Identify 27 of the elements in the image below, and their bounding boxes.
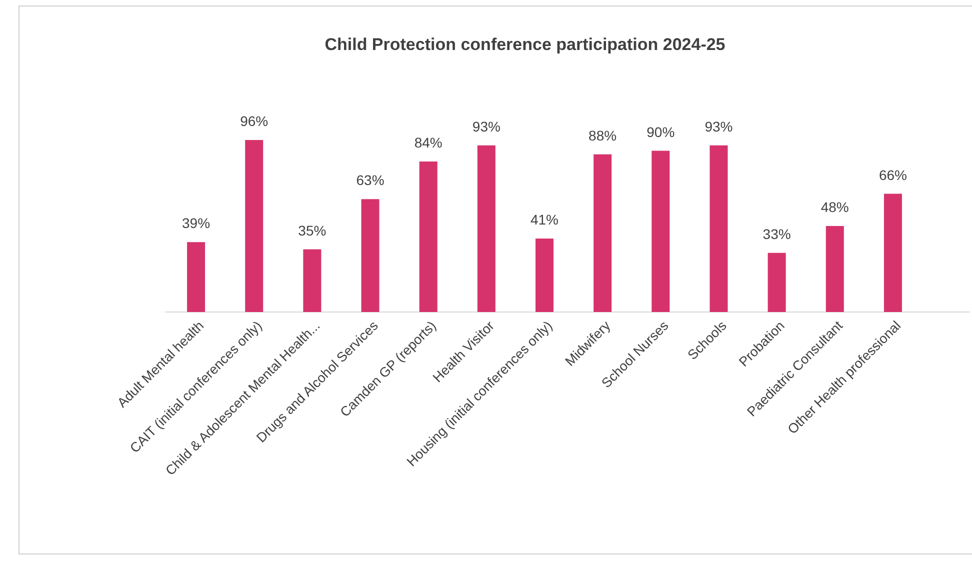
bar xyxy=(187,242,206,312)
bar xyxy=(652,150,670,312)
bar xyxy=(536,238,554,312)
bar xyxy=(594,154,612,312)
data-label: 84% xyxy=(414,134,442,150)
bar xyxy=(245,140,264,312)
data-label: 39% xyxy=(182,215,210,232)
bar xyxy=(768,252,786,312)
bar xyxy=(884,194,902,312)
data-label: 63% xyxy=(356,172,384,188)
data-label: 90% xyxy=(646,124,675,140)
chart-title: Child Protection conference participation 2024-25 xyxy=(324,35,726,54)
bar xyxy=(361,199,380,312)
data-label: 48% xyxy=(820,199,849,215)
bar xyxy=(477,145,496,312)
data-label: 93% xyxy=(472,118,500,134)
bar xyxy=(419,162,438,312)
data-label: 93% xyxy=(704,118,733,134)
data-label: 96% xyxy=(240,113,268,129)
data-label: 33% xyxy=(762,226,791,242)
data-label: 35% xyxy=(298,222,326,238)
bar xyxy=(826,226,844,312)
bar xyxy=(303,249,322,312)
bar xyxy=(710,145,728,312)
data-label: 88% xyxy=(588,127,617,144)
data-label: 66% xyxy=(878,166,907,183)
data-label: 41% xyxy=(530,212,559,228)
